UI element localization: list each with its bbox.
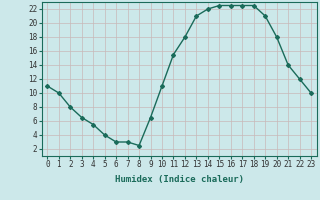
X-axis label: Humidex (Indice chaleur): Humidex (Indice chaleur): [115, 175, 244, 184]
